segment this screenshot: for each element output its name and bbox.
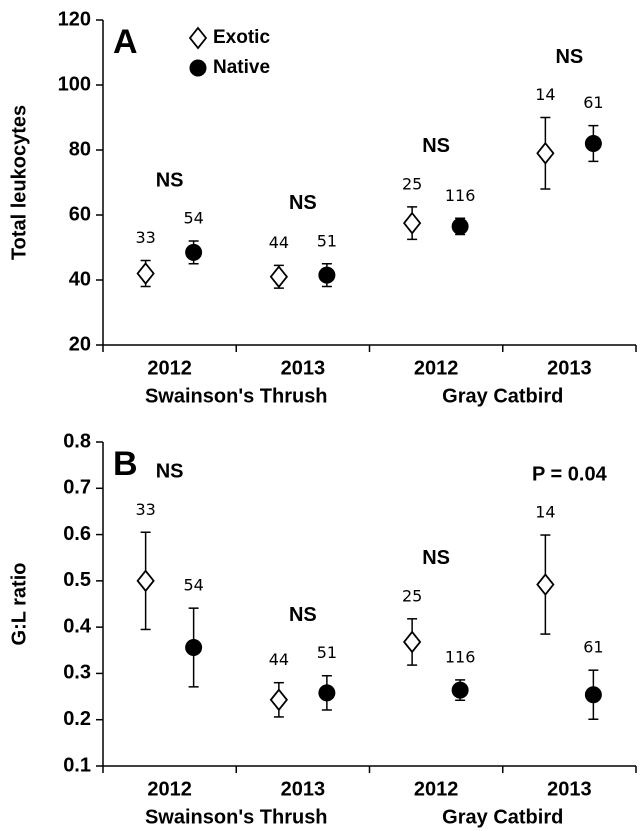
sample-size: 25: [402, 174, 422, 193]
group-label: Gray Catbird: [442, 385, 563, 407]
marker-native: [185, 639, 203, 657]
panel-label: A: [113, 23, 138, 61]
x-tick-label: 2012: [414, 778, 459, 800]
marker-native: [318, 684, 336, 702]
y-tick-label: 0.6: [63, 523, 91, 545]
marker-exotic: [402, 211, 422, 235]
sample-size: 14: [535, 503, 555, 522]
x-tick-label: 2013: [281, 357, 326, 379]
y-tick-label: 0.8: [63, 430, 91, 452]
sample-size: 44: [269, 233, 289, 252]
group-label: Swainson's Thrush: [145, 806, 328, 828]
y-tick-label: 100: [58, 73, 91, 95]
group-label: Gray Catbird: [442, 806, 563, 828]
y-tick-label: 0.1: [63, 754, 91, 776]
y-tick-label: 0.4: [63, 615, 92, 637]
annotation: NS: [555, 46, 583, 68]
y-tick-label: 40: [69, 268, 91, 290]
legend-marker: [189, 59, 207, 77]
sample-size: 61: [583, 638, 603, 657]
y-tick-label: 60: [69, 203, 91, 225]
legend-marker: [188, 26, 208, 50]
annotation: NS: [156, 169, 184, 191]
marker-native: [318, 266, 336, 284]
x-tick-label: 2012: [414, 357, 459, 379]
marker-native: [584, 135, 602, 152]
annotation: NS: [289, 192, 317, 214]
annotation: NS: [289, 604, 317, 626]
annotation: NS: [422, 135, 450, 157]
x-tick-label: 2013: [281, 778, 326, 800]
marker-native: [451, 217, 469, 235]
y-tick-label: 0.3: [63, 662, 91, 684]
annotation: NS: [156, 461, 184, 483]
marker-exotic: [136, 262, 155, 285]
sample-size: 51: [317, 231, 337, 250]
group-label: Swainson's Thrush: [145, 385, 328, 407]
marker-exotic: [269, 265, 289, 289]
sample-size: 51: [317, 643, 337, 662]
y-axis-label: Total leukocytes: [8, 105, 30, 260]
sample-size: 116: [445, 186, 476, 205]
marker-native: [451, 681, 469, 699]
sample-size: 14: [535, 85, 555, 104]
panel-label: B: [113, 445, 138, 483]
sample-size: 33: [135, 228, 155, 247]
sample-size: 25: [402, 586, 422, 605]
y-tick-label: 0.5: [63, 569, 91, 591]
marker-native: [185, 243, 203, 261]
marker-exotic: [536, 573, 555, 597]
sample-size: 116: [445, 647, 476, 666]
y-tick-label: 120: [58, 8, 91, 30]
sample-size: 61: [583, 93, 603, 112]
x-tick-label: 2013: [547, 778, 592, 800]
sample-size: 33: [135, 500, 155, 519]
x-tick-label: 2013: [547, 357, 592, 379]
y-tick-label: 0.7: [63, 477, 91, 499]
marker-exotic: [536, 141, 555, 165]
sample-size: 44: [269, 650, 289, 669]
legend-label: Exotic: [213, 27, 270, 48]
sample-size: 54: [183, 209, 203, 228]
y-tick-label: 0.2: [63, 708, 91, 730]
sample-size: 54: [183, 576, 203, 595]
y-tick-label: 20: [69, 333, 91, 355]
marker-exotic: [402, 630, 422, 654]
y-tick-label: 80: [69, 138, 91, 160]
x-tick-label: 2012: [147, 357, 192, 379]
marker-exotic: [136, 569, 155, 593]
annotation: P = 0.04: [532, 463, 608, 485]
legend-label: Native: [213, 57, 270, 78]
annotation: NS: [422, 547, 450, 569]
y-axis-label: G:L ratio: [8, 563, 30, 646]
marker-exotic: [269, 688, 289, 712]
marker-native: [584, 686, 602, 704]
x-tick-label: 2012: [147, 778, 192, 800]
